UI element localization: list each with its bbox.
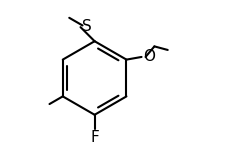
Text: S: S (82, 19, 92, 34)
Text: F: F (90, 130, 99, 145)
Text: O: O (143, 49, 155, 64)
